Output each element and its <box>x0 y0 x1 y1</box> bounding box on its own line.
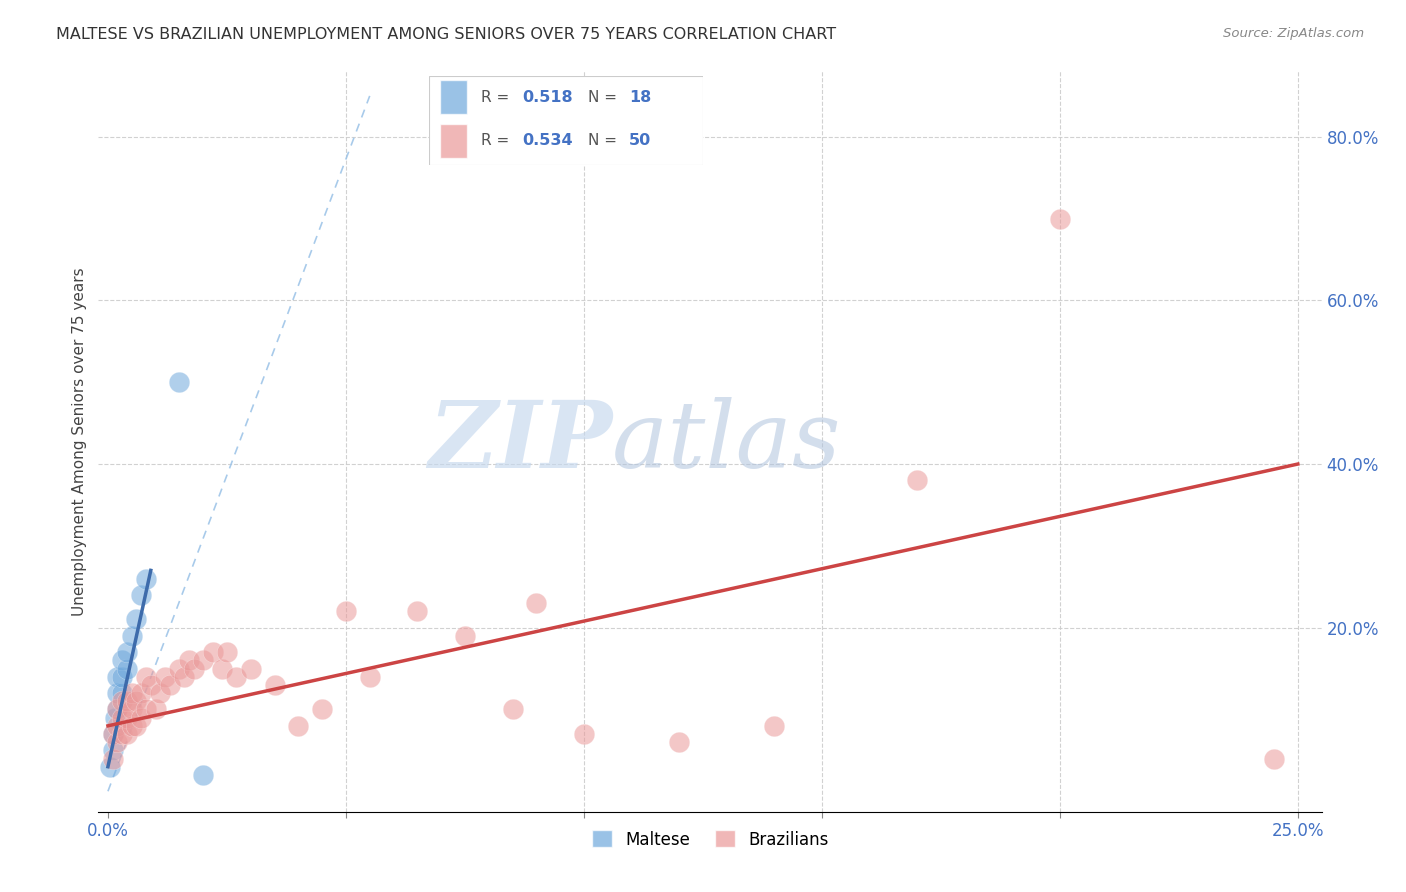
Point <box>115 645 138 659</box>
Point <box>107 702 129 716</box>
Point <box>115 711 138 725</box>
Point <box>101 727 124 741</box>
Point <box>135 670 157 684</box>
Point <box>173 670 195 684</box>
Point <box>135 572 157 586</box>
Point <box>111 711 134 725</box>
Text: 0.534: 0.534 <box>522 134 572 148</box>
Point <box>125 719 148 733</box>
Point <box>159 678 181 692</box>
Point <box>121 702 143 716</box>
Point <box>139 678 162 692</box>
Point <box>263 678 285 692</box>
Point <box>201 645 224 659</box>
Point <box>905 474 928 488</box>
Point <box>454 629 477 643</box>
Point <box>763 719 786 733</box>
Point <box>335 604 357 618</box>
Y-axis label: Unemployment Among Seniors over 75 years: Unemployment Among Seniors over 75 years <box>72 268 87 615</box>
Point <box>145 702 167 716</box>
Point <box>115 727 138 741</box>
Point <box>129 686 152 700</box>
Text: 0.518: 0.518 <box>522 90 572 104</box>
Point <box>111 694 134 708</box>
Point <box>111 727 134 741</box>
Point <box>287 719 309 733</box>
Point <box>225 670 247 684</box>
Point <box>107 735 129 749</box>
Point <box>572 727 595 741</box>
Point <box>129 711 152 725</box>
Point <box>111 653 134 667</box>
Point <box>502 702 524 716</box>
Point <box>524 596 547 610</box>
Text: 18: 18 <box>628 90 651 104</box>
Point <box>121 686 143 700</box>
Point <box>359 670 381 684</box>
Point <box>177 653 200 667</box>
Text: R =: R = <box>481 134 515 148</box>
Point <box>183 662 205 676</box>
Point <box>169 376 191 390</box>
Text: 50: 50 <box>628 134 651 148</box>
Point <box>153 670 176 684</box>
Point <box>1263 751 1285 765</box>
Point <box>111 670 134 684</box>
Point <box>125 612 148 626</box>
Point <box>149 686 172 700</box>
Point <box>101 743 124 757</box>
Point <box>121 629 143 643</box>
Text: atlas: atlas <box>612 397 842 486</box>
Point <box>125 694 148 708</box>
Point <box>107 719 129 733</box>
Point <box>135 702 157 716</box>
Point <box>101 727 124 741</box>
Text: MALTESE VS BRAZILIAN UNEMPLOYMENT AMONG SENIORS OVER 75 YEARS CORRELATION CHART: MALTESE VS BRAZILIAN UNEMPLOYMENT AMONG … <box>56 27 837 42</box>
Point <box>107 686 129 700</box>
Point <box>191 768 214 782</box>
Point <box>406 604 429 618</box>
Text: N =: N = <box>588 90 621 104</box>
Point <box>101 751 124 765</box>
Text: Source: ZipAtlas.com: Source: ZipAtlas.com <box>1223 27 1364 40</box>
Point <box>211 662 233 676</box>
Point <box>104 711 127 725</box>
Point <box>215 645 238 659</box>
Point <box>239 662 262 676</box>
Point <box>1049 211 1071 226</box>
Bar <box>440 124 467 158</box>
Point <box>98 760 121 774</box>
Bar <box>440 80 467 114</box>
Point <box>129 588 152 602</box>
Point <box>311 702 333 716</box>
Point <box>115 694 138 708</box>
Point <box>191 653 214 667</box>
Point <box>121 719 143 733</box>
Point <box>107 702 129 716</box>
Text: N =: N = <box>588 134 621 148</box>
Point <box>107 670 129 684</box>
Text: ZIP: ZIP <box>427 397 612 486</box>
Legend: Maltese, Brazilians: Maltese, Brazilians <box>585 823 835 855</box>
Point <box>115 662 138 676</box>
Point <box>668 735 690 749</box>
Point <box>111 686 134 700</box>
Text: R =: R = <box>481 90 515 104</box>
Point <box>169 662 191 676</box>
